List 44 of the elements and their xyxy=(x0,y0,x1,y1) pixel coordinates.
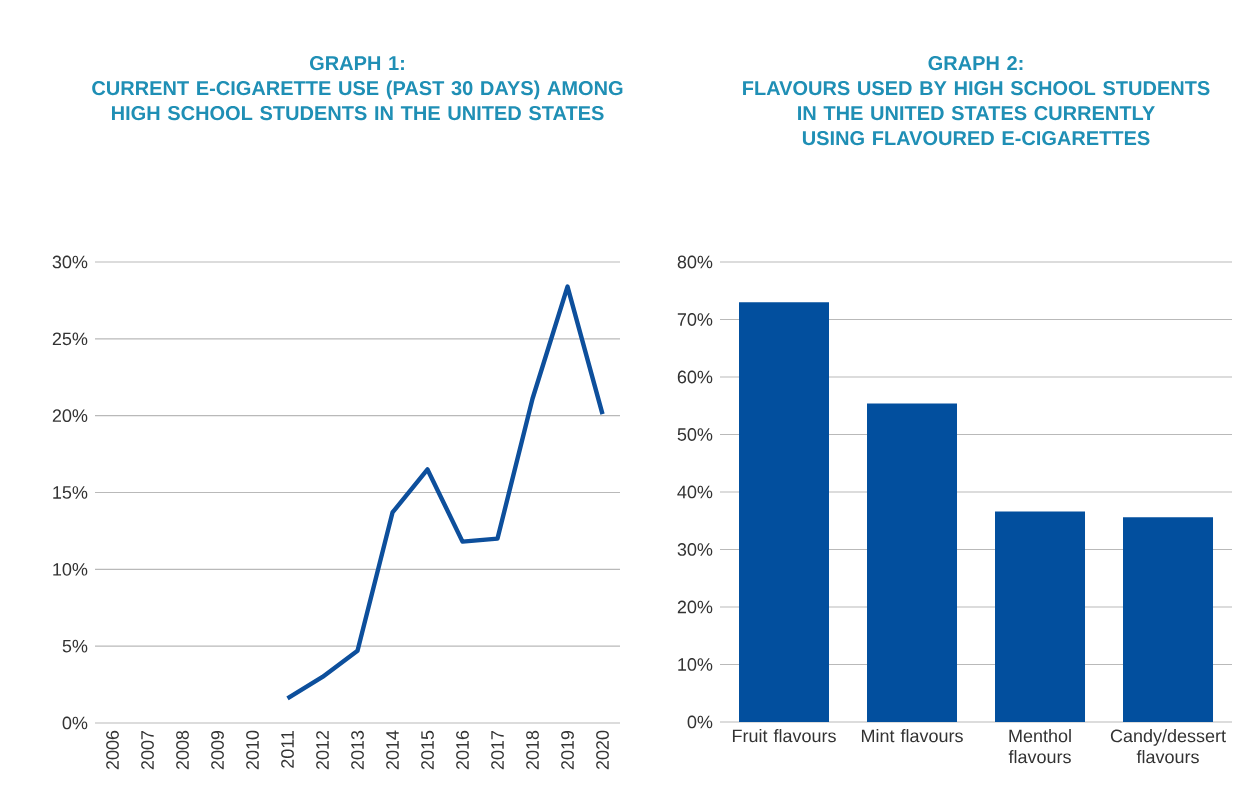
x-tick-label: 2016 xyxy=(456,730,469,770)
y-tick-label: 0% xyxy=(62,716,88,730)
line-series xyxy=(285,284,605,701)
x-tick-label: 2013 xyxy=(351,730,364,770)
y-tick-label: 30% xyxy=(677,543,713,556)
x-tick-label: Menthol flavours xyxy=(1008,729,1071,764)
chart-title: GRAPH 1: xyxy=(309,56,404,71)
y-tick-label: 80% xyxy=(677,255,713,269)
y-tick-label: 15% xyxy=(53,486,88,499)
chart-subtitle: FLAVOURS USED BY HIGH SCHOOL STUDENTS IN THE UNITED STATES CURRENTLY USING FLAVOURED E-CIGARETTES xyxy=(743,81,1210,146)
x-tick-label: Candy/dessert flavours xyxy=(1110,729,1226,764)
chart-title: GRAPH 2: xyxy=(928,56,1023,71)
y-tick-label: 10% xyxy=(53,562,88,576)
x-tick-label: 2006 xyxy=(106,730,119,770)
x-tick-label: 2008 xyxy=(176,730,189,770)
y-tick-label: 5% xyxy=(62,639,88,653)
y-tick-label: 20% xyxy=(52,409,88,423)
y-tick-label: 0% xyxy=(687,715,713,729)
x-tick-label: 2019 xyxy=(561,730,574,770)
x-tick-label: 2007 xyxy=(141,730,154,770)
x-tick-label: 2009 xyxy=(211,730,224,770)
x-tick-label: Mint flavours xyxy=(861,729,963,743)
bar xyxy=(867,403,958,722)
x-tick-label: Fruit flavours xyxy=(732,729,836,743)
x-tick-label: 2012 xyxy=(316,730,329,770)
x-tick-label: 2020 xyxy=(596,730,609,770)
x-tick-label: 2018 xyxy=(526,730,539,770)
y-tick-label: 60% xyxy=(677,370,713,384)
x-tick-label: 2017 xyxy=(491,730,504,770)
y-tick-label: 10% xyxy=(678,658,713,671)
y-tick-label: 30% xyxy=(52,255,88,269)
y-tick-label: 70% xyxy=(677,313,713,326)
x-tick-label: 2011 xyxy=(281,730,294,768)
y-tick-label: 25% xyxy=(52,332,88,346)
x-tick-label: 2015 xyxy=(421,730,434,770)
y-tick-label: 20% xyxy=(677,600,713,614)
chart-subtitle: CURRENT E-CIGARETTE USE (PAST 30 DAYS) AMONG HIGH SCHOOL STUDENTS IN THE UNITED STATES xyxy=(92,80,623,121)
bar xyxy=(739,302,830,722)
y-tick-label: 50% xyxy=(677,428,713,441)
y-tick-label: 40% xyxy=(677,485,713,499)
x-tick-label: 2010 xyxy=(246,730,259,770)
bar xyxy=(1123,517,1214,722)
bar xyxy=(995,511,1086,722)
x-tick-label: 2014 xyxy=(386,730,399,770)
